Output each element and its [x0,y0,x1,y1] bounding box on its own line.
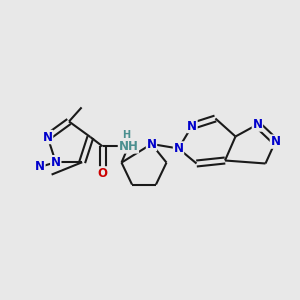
Text: N: N [270,135,280,148]
Text: N: N [43,130,52,143]
Text: O: O [98,167,108,180]
Text: N: N [51,156,61,169]
Text: N: N [252,118,262,131]
Text: N: N [35,160,45,173]
Text: N: N [187,119,197,133]
Text: NH: NH [118,140,138,153]
Text: H: H [122,130,130,140]
Text: N: N [173,142,184,155]
Text: N: N [146,137,157,151]
